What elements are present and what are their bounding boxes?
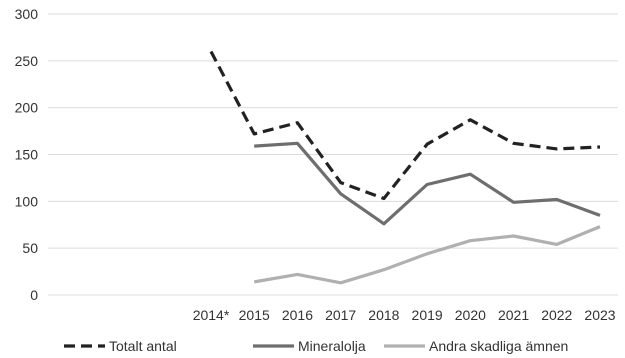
- series-line-2: [254, 141, 601, 226]
- legend-label: Andra skadliga ämnen: [429, 338, 568, 354]
- y-axis-ticks: 0 50 100 150 200 250 300: [15, 6, 39, 303]
- y-tick-label: 200: [15, 100, 39, 116]
- y-tick-label: 300: [15, 6, 39, 22]
- x-tick-label: 2021: [498, 307, 529, 323]
- x-tick-label: 2019: [412, 307, 443, 323]
- series-line-3: [253, 225, 601, 285]
- x-tick-label: 2023: [584, 307, 615, 323]
- y-tick-label: 150: [15, 147, 39, 163]
- x-tick-label: 2022: [541, 307, 572, 323]
- x-tick-label: 2015: [239, 307, 270, 323]
- series-lines: [209, 50, 601, 285]
- x-tick-label: 2018: [368, 307, 399, 323]
- gridlines: [48, 13, 618, 296]
- y-tick-label: 0: [30, 287, 38, 303]
- legend-label: Totalt antal: [109, 338, 177, 354]
- x-tick-label: 2020: [455, 307, 486, 323]
- x-tick-label: 2016: [282, 307, 313, 323]
- legend-label: Mineralolja: [298, 338, 366, 354]
- series-line-1: [209, 50, 601, 201]
- y-tick-label: 50: [22, 240, 38, 256]
- x-axis-ticks: 2014* 2015 2016 2017 2018 2019 2020 2021 2022 202…: [193, 307, 616, 323]
- x-tick-label: 2017: [325, 307, 356, 323]
- x-tick-label: 2014*: [193, 307, 230, 323]
- legend: Totalt antal Mineralolja Andra skadliga äm…: [64, 338, 568, 354]
- y-tick-label: 250: [15, 53, 39, 69]
- y-tick-label: 100: [15, 193, 39, 209]
